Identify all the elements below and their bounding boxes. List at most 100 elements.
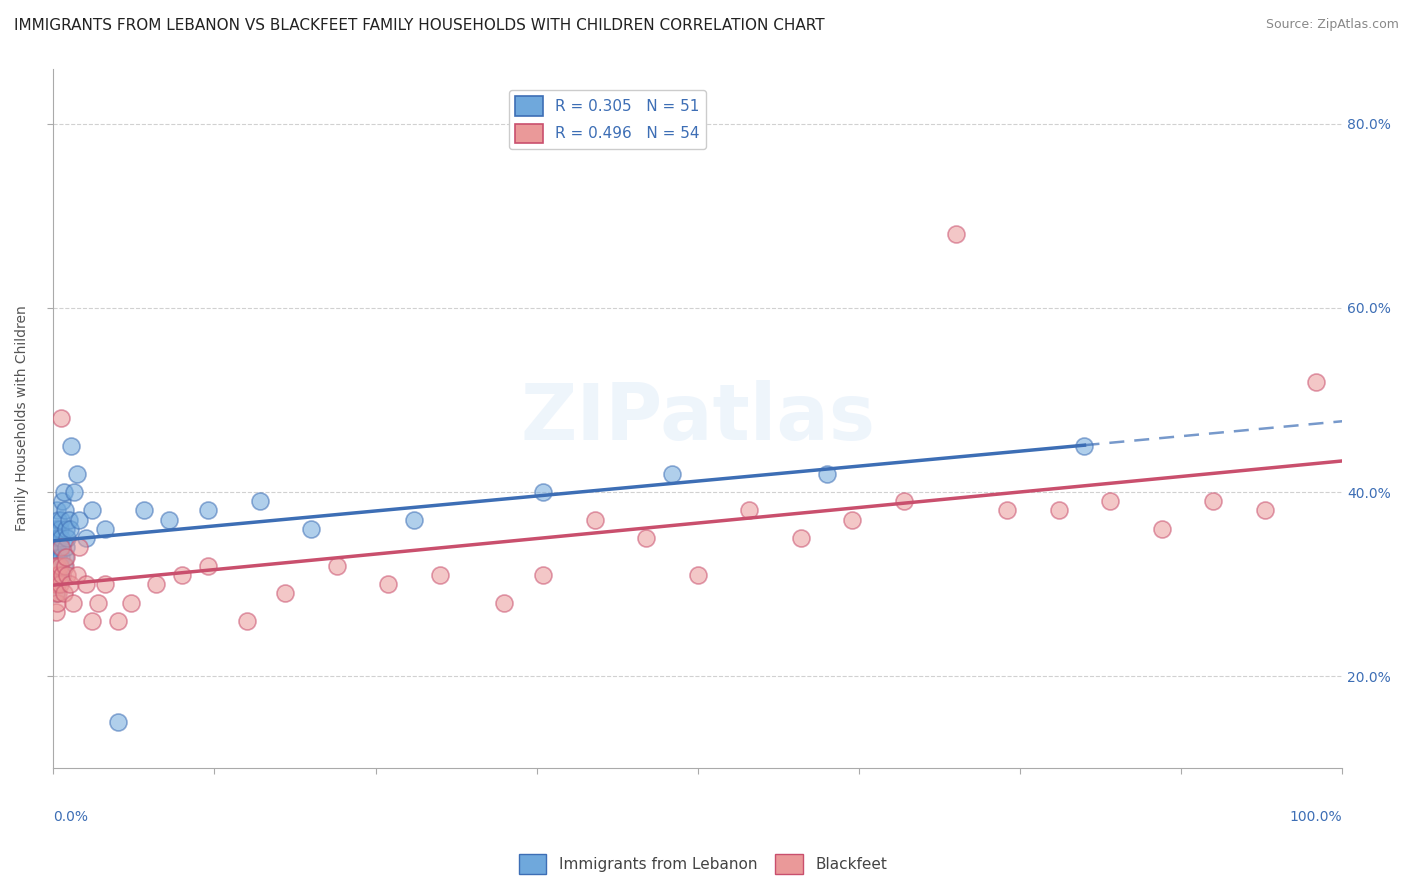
Legend: R = 0.305   N = 51, R = 0.496   N = 54: R = 0.305 N = 51, R = 0.496 N = 54 <box>509 90 706 149</box>
Point <box>738 503 761 517</box>
Point <box>686 568 709 582</box>
Point <box>494 595 516 609</box>
Point <box>45 568 67 582</box>
Point <box>53 549 76 564</box>
Point <box>44 558 66 573</box>
Point <box>46 558 69 573</box>
Point <box>274 586 297 600</box>
Point <box>132 503 155 517</box>
Point <box>51 568 73 582</box>
Point <box>44 541 66 555</box>
Point <box>46 577 69 591</box>
Point <box>249 494 271 508</box>
Point <box>1099 494 1122 508</box>
Point <box>1047 503 1070 517</box>
Point <box>995 503 1018 517</box>
Point <box>197 558 219 573</box>
Point <box>46 541 69 555</box>
Point <box>661 467 683 481</box>
Point <box>67 541 90 555</box>
Y-axis label: Family Households with Children: Family Households with Children <box>15 306 30 532</box>
Point <box>48 586 70 600</box>
Point <box>65 467 87 481</box>
Point <box>815 467 838 481</box>
Point <box>55 522 77 536</box>
Point <box>45 531 67 545</box>
Point <box>299 522 322 536</box>
Point <box>531 568 554 582</box>
Point <box>1073 439 1095 453</box>
Point <box>45 586 67 600</box>
Point <box>48 531 70 545</box>
Point <box>60 439 83 453</box>
Point <box>531 485 554 500</box>
Point <box>1305 375 1327 389</box>
Point <box>55 549 77 564</box>
Point <box>48 541 70 555</box>
Point <box>87 595 110 609</box>
Point <box>62 595 84 609</box>
Point <box>49 541 72 555</box>
Point <box>46 522 69 536</box>
Point <box>235 614 257 628</box>
Point <box>51 494 73 508</box>
Point <box>46 577 69 591</box>
Point <box>45 568 67 582</box>
Point <box>44 558 66 573</box>
Point <box>49 513 72 527</box>
Point <box>404 513 426 527</box>
Point <box>44 577 66 591</box>
Point <box>48 549 70 564</box>
Point <box>49 531 72 545</box>
Point <box>67 513 90 527</box>
Text: 100.0%: 100.0% <box>1289 810 1343 824</box>
Point <box>48 513 70 527</box>
Text: 0.0%: 0.0% <box>53 810 89 824</box>
Point <box>45 549 67 564</box>
Point <box>53 503 76 517</box>
Point <box>46 558 69 573</box>
Point <box>120 595 142 609</box>
Point <box>53 558 76 573</box>
Point <box>75 577 97 591</box>
Point <box>48 558 70 573</box>
Point <box>59 577 82 591</box>
Point <box>63 485 86 500</box>
Point <box>1150 522 1173 536</box>
Point <box>48 558 70 573</box>
Point <box>65 568 87 582</box>
Point <box>945 227 967 242</box>
Point <box>46 503 69 517</box>
Point <box>49 411 72 425</box>
Point <box>790 531 813 545</box>
Point <box>197 503 219 517</box>
Point <box>1254 503 1277 517</box>
Point <box>55 541 77 555</box>
Point <box>157 513 180 527</box>
Point <box>45 605 67 619</box>
Point <box>48 577 70 591</box>
Point <box>75 531 97 545</box>
Point <box>326 558 349 573</box>
Point <box>58 513 80 527</box>
Point <box>48 568 70 582</box>
Point <box>893 494 915 508</box>
Point <box>94 522 117 536</box>
Point <box>56 568 79 582</box>
Text: IMMIGRANTS FROM LEBANON VS BLACKFEET FAMILY HOUSEHOLDS WITH CHILDREN CORRELATION: IMMIGRANTS FROM LEBANON VS BLACKFEET FAM… <box>14 18 825 33</box>
Point <box>1202 494 1225 508</box>
Text: Source: ZipAtlas.com: Source: ZipAtlas.com <box>1265 18 1399 31</box>
Point <box>59 522 82 536</box>
Point <box>80 503 103 517</box>
Point <box>583 513 606 527</box>
Point <box>636 531 658 545</box>
Point <box>44 522 66 536</box>
Point <box>49 549 72 564</box>
Point <box>46 595 69 609</box>
Text: ZIPatlas: ZIPatlas <box>520 380 876 457</box>
Point <box>52 558 75 573</box>
Point <box>51 568 73 582</box>
Point <box>48 522 70 536</box>
Point <box>80 614 103 628</box>
Point <box>172 568 194 582</box>
